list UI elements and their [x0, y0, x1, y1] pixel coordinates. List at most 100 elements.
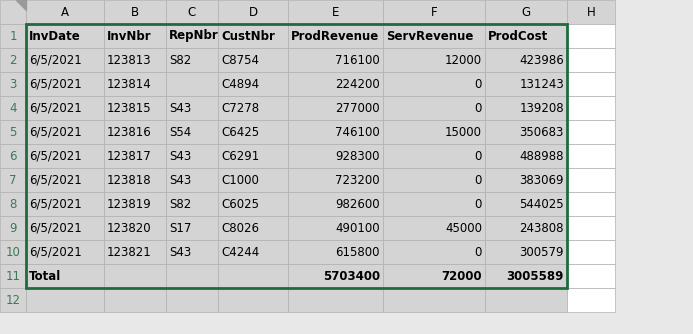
Text: 615800: 615800 [335, 245, 380, 259]
Bar [288, 240, 383, 264]
Bar [104, 216, 166, 240]
Bar [288, 48, 383, 72]
Bar [383, 264, 485, 288]
Bar [26, 144, 104, 168]
Bar [26, 192, 104, 216]
Text: 123820: 123820 [107, 221, 152, 234]
Bar [166, 24, 218, 48]
Bar [567, 288, 615, 312]
Bar [218, 240, 288, 264]
Text: S43: S43 [169, 102, 191, 115]
Text: C4894: C4894 [221, 77, 259, 91]
Text: 488988: 488988 [520, 150, 564, 163]
Text: ServRevenue: ServRevenue [386, 29, 473, 42]
Text: 982600: 982600 [335, 197, 380, 210]
Bar [26, 168, 104, 192]
Text: 5703400: 5703400 [323, 270, 380, 283]
Bar [218, 264, 288, 288]
Text: CustNbr: CustNbr [221, 29, 275, 42]
Text: C1000: C1000 [221, 173, 259, 186]
Text: 6: 6 [9, 150, 17, 163]
Bar [0, 240, 26, 264]
Text: Total: Total [29, 270, 61, 283]
Text: A: A [61, 5, 69, 18]
Bar [383, 240, 485, 264]
Text: 72000: 72000 [441, 270, 482, 283]
Bar [26, 24, 567, 288]
Text: E: E [332, 5, 339, 18]
Text: 123818: 123818 [107, 173, 152, 186]
Bar [26, 24, 104, 48]
Bar [218, 48, 288, 72]
Bar [485, 192, 567, 216]
Bar [383, 48, 485, 72]
Bar [288, 0, 383, 24]
Bar [383, 24, 485, 48]
Text: 2: 2 [9, 53, 17, 66]
Text: 4: 4 [9, 102, 17, 115]
Text: 3: 3 [9, 77, 17, 91]
Bar [485, 264, 567, 288]
Bar [485, 96, 567, 120]
Bar [26, 216, 104, 240]
Bar [104, 288, 166, 312]
Text: 8: 8 [9, 197, 17, 210]
Bar [104, 0, 166, 24]
Bar [104, 192, 166, 216]
Text: 10: 10 [6, 245, 20, 259]
Text: C6291: C6291 [221, 150, 259, 163]
Bar [0, 168, 26, 192]
Text: 123819: 123819 [107, 197, 152, 210]
Bar [0, 48, 26, 72]
Text: 12: 12 [6, 294, 21, 307]
Bar [485, 48, 567, 72]
Text: F: F [430, 5, 437, 18]
Bar [567, 0, 615, 24]
Bar [0, 72, 26, 96]
Bar [218, 144, 288, 168]
Text: 6/5/2021: 6/5/2021 [29, 53, 82, 66]
Text: InvNbr: InvNbr [107, 29, 152, 42]
Bar [567, 168, 615, 192]
Text: 123815: 123815 [107, 102, 152, 115]
Text: 11: 11 [6, 270, 21, 283]
Text: 6/5/2021: 6/5/2021 [29, 126, 82, 139]
Polygon shape [16, 0, 26, 10]
Text: 123814: 123814 [107, 77, 152, 91]
Bar [383, 144, 485, 168]
Bar [218, 120, 288, 144]
Text: 15000: 15000 [445, 126, 482, 139]
Text: 12000: 12000 [445, 53, 482, 66]
Bar [288, 264, 383, 288]
Bar [567, 216, 615, 240]
Text: 6/5/2021: 6/5/2021 [29, 150, 82, 163]
Bar [567, 144, 615, 168]
Bar [485, 216, 567, 240]
Bar [166, 168, 218, 192]
Bar [166, 48, 218, 72]
Bar [288, 72, 383, 96]
Text: 1: 1 [9, 29, 17, 42]
Text: 224200: 224200 [335, 77, 380, 91]
Bar [288, 192, 383, 216]
Bar [288, 144, 383, 168]
Text: 746100: 746100 [335, 126, 380, 139]
Text: 0: 0 [475, 150, 482, 163]
Bar [218, 288, 288, 312]
Bar [218, 168, 288, 192]
Text: H: H [587, 5, 595, 18]
Bar [26, 264, 104, 288]
Bar [218, 216, 288, 240]
Bar [166, 96, 218, 120]
Text: 6/5/2021: 6/5/2021 [29, 245, 82, 259]
Text: C6025: C6025 [221, 197, 259, 210]
Text: 6/5/2021: 6/5/2021 [29, 102, 82, 115]
Text: 243808: 243808 [520, 221, 564, 234]
Text: 6/5/2021: 6/5/2021 [29, 173, 82, 186]
Bar [485, 288, 567, 312]
Text: 423986: 423986 [519, 53, 564, 66]
Bar [26, 96, 104, 120]
Text: 544025: 544025 [519, 197, 564, 210]
Text: 0: 0 [475, 245, 482, 259]
Text: 490100: 490100 [335, 221, 380, 234]
